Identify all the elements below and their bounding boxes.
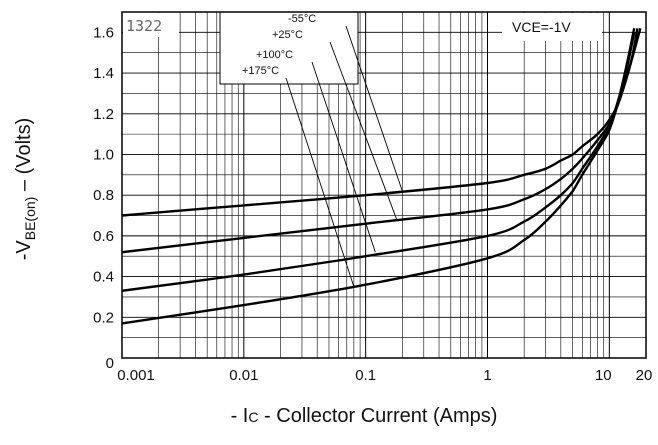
x-tick-label: 0.001 <box>117 367 155 384</box>
annotation-label-3: +175°C <box>242 65 279 77</box>
y-axis-label-subscript: BE(on) <box>22 197 38 241</box>
y-tick-label: 0.2 <box>93 309 114 326</box>
series-line-0 <box>121 27 642 217</box>
series-line-2 <box>121 28 636 292</box>
leader-line-1 <box>329 41 398 220</box>
x-tick-label: 1 <box>483 367 491 384</box>
temperature-legend-box <box>219 11 359 85</box>
plot-frame <box>121 11 647 359</box>
chart-curves <box>121 27 642 325</box>
x-tick-label: 0.1 <box>355 367 376 384</box>
annotation-label-2: +100°C <box>256 49 293 61</box>
leader-line-0 <box>345 25 403 192</box>
leader-line-2 <box>311 61 376 253</box>
x-tick-labels: 0.001 0.01 0.1 1 10 20 <box>117 367 652 384</box>
y-tick-labels: 0 0.2 0.4 0.6 0.8 1.0 1.2 1.4 1.6 <box>93 24 114 372</box>
x-axis-label-subscript: C <box>248 409 258 425</box>
x-axis-label-prefix: - I <box>231 405 249 427</box>
x-tick-label: 10 <box>595 367 612 384</box>
x-tick-label: 0.01 <box>229 367 258 384</box>
y-axis-label-prefix: -V <box>13 240 35 261</box>
annotation-label-1: +25°C <box>272 29 303 41</box>
y-tick-label: 0.6 <box>93 228 114 245</box>
condition-label: VCE=-1V <box>512 19 571 35</box>
y-tick-label: 0.4 <box>93 269 114 286</box>
annotation-labels: -55°C +25°C +100°C +175°C <box>242 13 316 77</box>
condition-box <box>502 13 602 41</box>
figure-number-box <box>123 13 179 37</box>
annotation-leaders <box>285 25 403 287</box>
y-axis-label: -VBE(on) – (Volts) <box>13 118 38 261</box>
y-tick-label: 0 <box>106 355 114 372</box>
y-tick-label: 0.8 <box>93 187 114 204</box>
y-tick-label: 1.6 <box>93 24 114 41</box>
x-axis-label-suffix: - Collector Current (Amps) <box>258 405 497 427</box>
figure-number: 1322 <box>126 17 162 35</box>
x-tick-label: 20 <box>636 367 653 384</box>
leader-line-3 <box>285 77 355 287</box>
y-axis-label-suffix: – (Volts) <box>13 118 35 197</box>
y-tick-label: 1.4 <box>93 65 114 82</box>
series-line-3 <box>121 32 636 325</box>
y-tick-label: 1.2 <box>93 106 114 123</box>
x-axis-label: - IC - Collector Current (Amps) <box>231 405 498 427</box>
y-tick-label: 1.0 <box>93 146 114 163</box>
annotation-label-0: -55°C <box>288 13 316 25</box>
series-line-1 <box>121 28 639 254</box>
